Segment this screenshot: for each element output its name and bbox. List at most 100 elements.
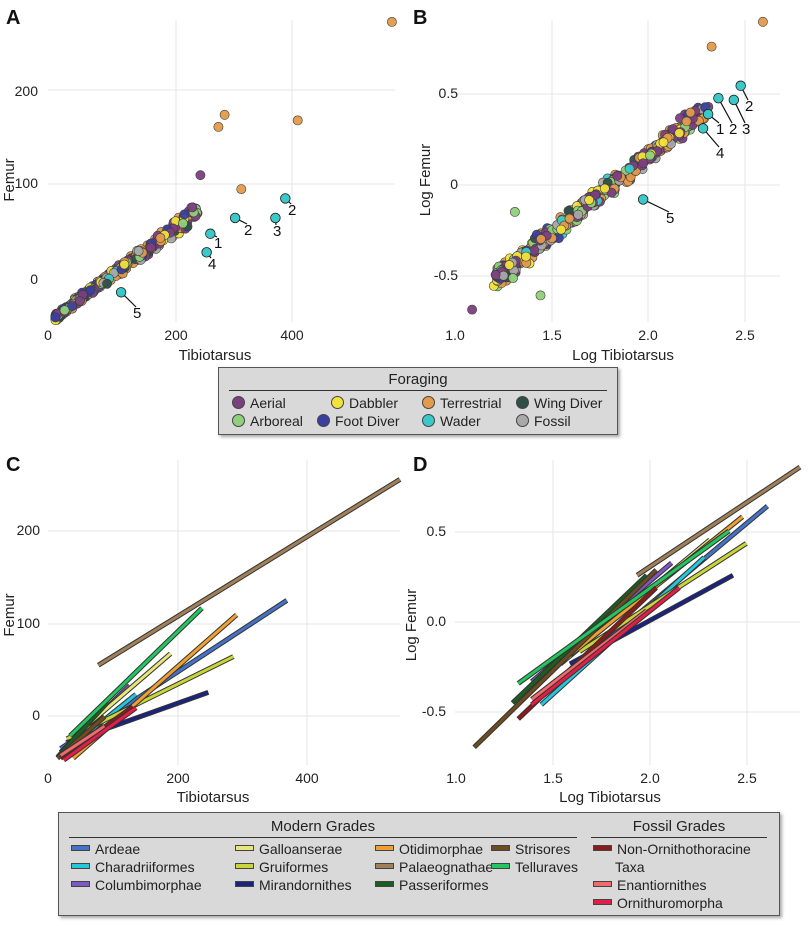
legend-item-label: Enantiornithes (617, 877, 707, 893)
panel-d-y-tick: 0.5 (427, 523, 447, 539)
legend-divider (229, 390, 607, 391)
annotation-1: 1 (214, 235, 222, 252)
highlighted-specimen-point (735, 80, 746, 91)
panel-d-x-tick: 2.5 (737, 770, 757, 786)
panel-d: D 1.0 1.5 2.0 2.5 -0.5 0.0 0.5 Log Tibio… (403, 454, 802, 806)
data-point-terrestrial (386, 16, 397, 27)
panel-b: B 1.0 1.5 2.0 2.5 -0.5 0 0.5 Log Tibiota… (413, 7, 780, 364)
highlighted-specimen-point (205, 228, 216, 239)
aerial-marker-icon (232, 396, 245, 409)
legend-item-columbimorphae: Columbimorphae (71, 877, 202, 893)
legend-item-label: Telluraves (515, 859, 579, 875)
annotation-2: 2 (244, 222, 252, 239)
panel-d-x-label: Log Tibiotarsus (559, 789, 661, 806)
gruiformes-line-icon (235, 863, 254, 869)
panel-b-label: B (413, 7, 427, 29)
data-point-terrestrial (758, 16, 768, 27)
highlighted-specimen-point (201, 247, 212, 258)
ardeae-line-icon (71, 845, 90, 851)
legend-item-label: Wader (440, 413, 481, 429)
data-point-terrestrial (536, 234, 546, 244)
data-point-aerial (146, 242, 156, 253)
annotation-2: 2 (745, 98, 753, 115)
panel-b-x-tick: 1.0 (445, 327, 465, 343)
panel-d-x-tick: 1.5 (543, 770, 563, 786)
legend-item-non-ornithothoracine-taxa: Non-Ornithothoracine (593, 841, 751, 857)
data-point-dabbler (658, 137, 669, 148)
data-point-foot-diver (179, 209, 190, 220)
annotation-5: 5 (133, 305, 141, 322)
panel-b-x-tick: 1.5 (542, 327, 562, 343)
data-point-dabbler (556, 224, 566, 235)
foot-diver-marker-icon (317, 414, 330, 427)
highlighted-specimen-point (229, 212, 241, 224)
data-point-fossil (573, 209, 584, 220)
legend-item-label: Fossil (534, 413, 571, 429)
non-ornithothoracine-line-icon (593, 845, 612, 851)
strisores-line-icon (491, 845, 510, 851)
annotation-2: 2 (288, 202, 296, 219)
legend-item-label: Ornithuromorpha (617, 895, 723, 911)
panel-d-x-tick: 1.0 (446, 770, 466, 786)
panel-b-y-label: Log Femur (417, 144, 434, 217)
wing-diver-marker-icon (516, 396, 529, 409)
legend-item-palaeognathae: Palaeognathae (375, 859, 493, 875)
legend-item-fossil: Fossil (516, 413, 571, 429)
panel-d-label: D (413, 454, 427, 476)
data-point-wader (624, 163, 635, 174)
legend-item-label: Terrestrial (440, 395, 502, 411)
data-point-arboreal (535, 290, 546, 301)
data-point-aerial (195, 170, 206, 181)
legend-item-label: Gruiformes (259, 859, 329, 875)
legend-item-label: Otidimorphae (399, 841, 484, 857)
panel-c: C 0 200 400 0 100 200 Tibiotarsus Femur (1, 454, 402, 806)
panel-c-x-tick: 0 (44, 770, 52, 786)
legend-item-label: Ardeae (95, 841, 141, 857)
legend-item-label: Columbimorphae (95, 877, 202, 893)
regression-line-palaeognathae (97, 478, 401, 667)
legend-item-terrestrial: Terrestrial (422, 395, 501, 411)
data-point-terrestrial (564, 213, 575, 224)
regression-line-telluraves (517, 529, 730, 685)
panel-c-x-tick: 200 (166, 770, 190, 786)
foraging-legend: Foraging Aerial Dabbler Terrestrial Wing… (218, 367, 618, 435)
data-point-aerial (187, 202, 198, 213)
annotation-2: 2 (729, 121, 737, 138)
panel-c-y-tick: 0 (32, 707, 40, 723)
data-point-aerial (75, 296, 85, 306)
data-point-terrestrial (219, 109, 230, 120)
regression-line-ornithuromorpha (62, 706, 137, 762)
legend-item-label: Wing Diver (534, 395, 603, 411)
legend-item-strisores: Strisores (491, 841, 570, 857)
data-point-terrestrial (292, 115, 303, 126)
telluraves-line-icon (491, 863, 510, 869)
panel-d-y-tick: 0.0 (427, 613, 447, 629)
columbimorphae-line-icon (71, 881, 90, 887)
annotation-4: 4 (208, 256, 216, 273)
data-point-dabbler (599, 183, 610, 194)
panel-b-x-label: Log Tibiotarsus (572, 347, 674, 364)
data-point-wing-diver (102, 278, 112, 289)
highlighted-specimen-point (728, 94, 740, 106)
dabbler-marker-icon (331, 396, 344, 409)
panel-a-y-tick: 100 (15, 175, 39, 191)
legend-item-label: Mirandornithes (259, 877, 352, 893)
data-point-foot-diver (85, 285, 96, 295)
panel-a-x-tick: 400 (280, 327, 304, 343)
annotation-3: 3 (742, 121, 750, 138)
data-point-terrestrial (685, 107, 696, 118)
legend-item-gruiformes: Gruiformes (235, 859, 328, 875)
legend-item-foot-diver: Foot Diver (317, 413, 400, 429)
data-point-terrestrial (706, 41, 717, 52)
enantiornithes-line-icon (593, 881, 612, 887)
data-point-terrestrial (681, 116, 692, 127)
panel-a-y-label: Femur (1, 158, 18, 201)
legend-item-label: Dabbler (349, 395, 399, 411)
ornithuromorpha-line-icon (593, 899, 612, 905)
panel-d-y-tick: -0.5 (422, 703, 446, 719)
highlighted-specimen-point (702, 108, 714, 120)
highlighted-specimen-point (713, 92, 724, 104)
panel-a-x-tick: 0 (44, 327, 52, 343)
panel-d-y-label: Log Femur (403, 589, 420, 662)
